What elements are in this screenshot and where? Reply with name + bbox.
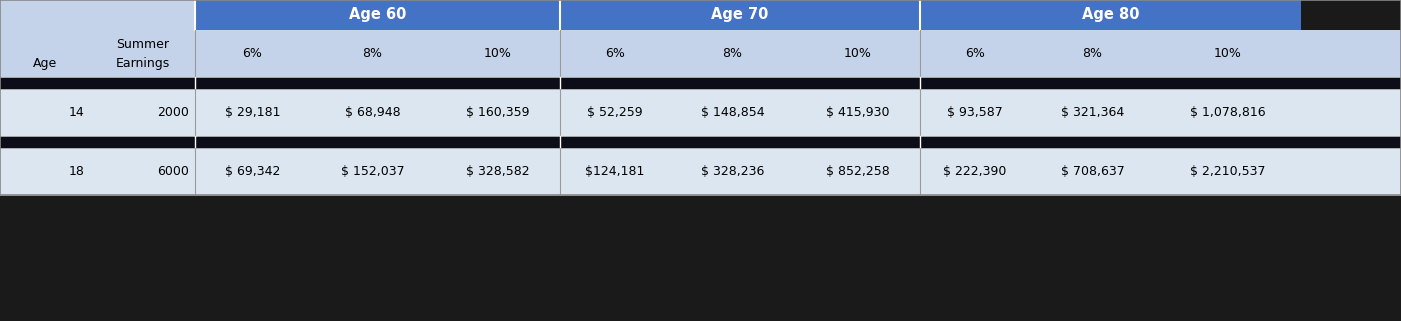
Text: 2000: 2000 <box>157 106 189 119</box>
Text: 10%: 10% <box>483 47 511 60</box>
Text: $ 415,930: $ 415,930 <box>825 106 890 119</box>
Bar <box>0 195 1401 302</box>
Text: $ 708,637: $ 708,637 <box>1061 165 1125 178</box>
Text: $ 152,037: $ 152,037 <box>340 165 405 178</box>
Bar <box>0 77 1401 89</box>
Text: Age: Age <box>32 57 57 70</box>
Bar <box>0 30 1401 77</box>
Text: $ 29,181: $ 29,181 <box>224 106 280 119</box>
Bar <box>920 0 1302 30</box>
Text: Age 80: Age 80 <box>1082 7 1139 22</box>
Bar <box>0 0 1401 195</box>
Text: Age 70: Age 70 <box>712 7 769 22</box>
Text: 14: 14 <box>69 106 84 119</box>
Text: $ 328,582: $ 328,582 <box>465 165 530 178</box>
Text: 8%: 8% <box>1083 47 1103 60</box>
Text: 6%: 6% <box>605 47 625 60</box>
Text: Age 60: Age 60 <box>349 7 406 22</box>
Text: 8%: 8% <box>363 47 382 60</box>
Bar <box>195 0 560 30</box>
Text: Summer: Summer <box>116 38 170 51</box>
Bar <box>0 89 1401 136</box>
Text: 10%: 10% <box>1215 47 1241 60</box>
Text: 6%: 6% <box>242 47 262 60</box>
Bar <box>0 136 1401 148</box>
Text: $ 148,854: $ 148,854 <box>700 106 765 119</box>
Text: 8%: 8% <box>723 47 743 60</box>
Text: $ 160,359: $ 160,359 <box>465 106 530 119</box>
Text: 18: 18 <box>69 165 84 178</box>
Text: $ 69,342: $ 69,342 <box>224 165 280 178</box>
Bar <box>0 148 1401 195</box>
Text: $124,181: $124,181 <box>586 165 644 178</box>
Text: 10%: 10% <box>843 47 871 60</box>
Text: $ 321,364: $ 321,364 <box>1061 106 1124 119</box>
Text: $ 852,258: $ 852,258 <box>825 165 890 178</box>
Text: 6%: 6% <box>965 47 985 60</box>
Bar <box>560 0 920 30</box>
Text: 6000: 6000 <box>157 165 189 178</box>
Text: Earnings: Earnings <box>115 57 170 70</box>
Text: $ 68,948: $ 68,948 <box>345 106 401 119</box>
Text: $ 1,078,816: $ 1,078,816 <box>1191 106 1267 119</box>
Text: $ 222,390: $ 222,390 <box>943 165 1007 178</box>
Bar <box>0 0 195 30</box>
Text: $ 93,587: $ 93,587 <box>947 106 1003 119</box>
Text: $ 2,210,537: $ 2,210,537 <box>1191 165 1265 178</box>
Text: $ 328,236: $ 328,236 <box>700 165 764 178</box>
Text: $ 52,259: $ 52,259 <box>587 106 643 119</box>
